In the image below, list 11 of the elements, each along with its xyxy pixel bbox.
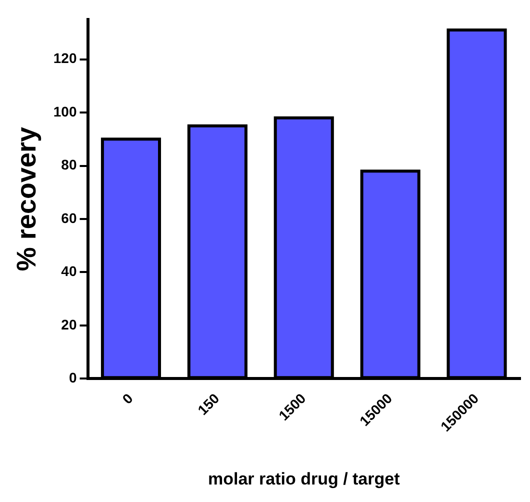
y-tick-label: 80 — [61, 156, 77, 173]
y-tick-label: 20 — [61, 316, 77, 332]
y-tick-label: 120 — [53, 50, 77, 66]
x-tick-label: 0 — [119, 390, 136, 407]
y-tick-label: 100 — [53, 103, 77, 120]
y-tick-label: 40 — [61, 263, 77, 280]
y-tick-label: 60 — [61, 210, 77, 226]
y-tick-label: 0 — [68, 370, 77, 386]
x-tick-label: 150 — [194, 390, 222, 418]
x-axis-title: molar ratio drug / target — [208, 469, 400, 488]
y-axis-title: % recovery — [12, 126, 42, 272]
